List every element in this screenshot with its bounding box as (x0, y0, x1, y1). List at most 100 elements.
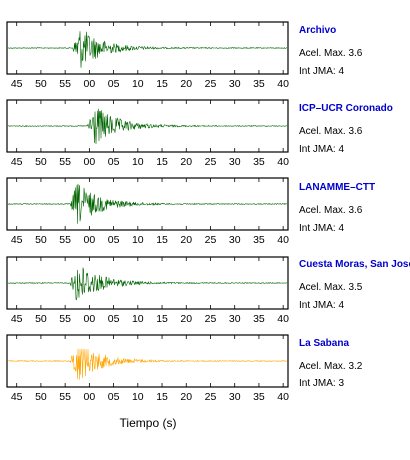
acel-prefix: Acel. Max. (299, 205, 346, 216)
x-tick-label: 40 (277, 234, 289, 246)
x-tick-label: 10 (132, 234, 144, 246)
int-jma-cuesta-moras: Int JMA: 4 (299, 300, 344, 311)
x-tick-label: 45 (11, 313, 23, 325)
acel-value: 3.6 (348, 126, 363, 137)
x-tick-label: 05 (108, 313, 120, 325)
x-tick-label: 30 (229, 234, 241, 246)
int-jma-coronado: Int JMA: 4 (299, 144, 344, 155)
acel-prefix: Acel. Max. (299, 361, 346, 372)
waveform-trace (7, 183, 288, 224)
x-tick-label: 50 (35, 234, 47, 246)
acel-prefix: Acel. Max. (299, 126, 346, 137)
x-tick-label: 50 (35, 313, 47, 325)
x-tick-label: 15 (156, 313, 168, 325)
x-tick-label: 50 (35, 156, 47, 168)
x-tick-label: 00 (84, 313, 96, 325)
x-tick-label: 05 (108, 391, 120, 403)
x-tick-label: 15 (156, 156, 168, 168)
x-tick-label: 15 (156, 234, 168, 246)
x-tick-label: 35 (253, 313, 265, 325)
x-tick-label: 25 (205, 156, 217, 168)
acel-max-coronado: Acel. Max. 3.6 (299, 126, 362, 137)
waveform-trace (7, 267, 288, 301)
acel-max-cuesta-moras: Acel. Max. 3.5 (299, 282, 362, 293)
x-tick-label: 35 (253, 156, 265, 168)
station-label-coronado: ICP–UCR Coronado (299, 103, 393, 114)
x-tick-label: 35 (253, 391, 265, 403)
x-tick-label: 30 (229, 391, 241, 403)
station-label-la-sabana: La Sabana (299, 338, 350, 349)
int-value: 4 (338, 300, 345, 311)
x-tick-label: 55 (59, 156, 71, 168)
acel-max-archivo: Acel. Max. 3.6 (299, 48, 362, 59)
x-tick-label: 25 (205, 391, 217, 403)
x-tick-label: 20 (180, 391, 192, 403)
acel-prefix: Acel. Max. (299, 48, 346, 59)
x-tick-label: 00 (84, 78, 96, 90)
x-tick-label: 00 (84, 234, 96, 246)
x-tick-label: 00 (84, 391, 96, 403)
x-tick-label: 05 (108, 234, 120, 246)
plot-frame (6, 99, 289, 153)
int-prefix: Int JMA: (299, 378, 336, 389)
panel: 45 50 55 00 05 10 15 20 25 30 35 40 (6, 334, 289, 403)
x-tick-label: 50 (35, 78, 47, 90)
x-tick-label: 00 (84, 156, 96, 168)
x-tick-label: 30 (229, 78, 241, 90)
x-tick-label: 30 (229, 156, 241, 168)
panel: 45 50 55 00 05 10 15 20 25 30 35 40 (6, 99, 289, 168)
int-prefix: Int JMA: (299, 223, 336, 234)
x-tick-label: 15 (156, 78, 168, 90)
x-tick-label: 45 (11, 78, 23, 90)
station-label-lanamme: LANAMME–CTT (299, 182, 376, 193)
x-tick-label: 30 (229, 313, 241, 325)
panel: 45 50 55 00 05 10 15 20 25 30 35 40 (6, 177, 289, 246)
x-tick-label: 55 (59, 78, 71, 90)
int-value: 4 (338, 223, 345, 234)
station-label-cuesta-moras: Cuesta Moras, San Jose (299, 259, 410, 270)
x-tick-label: 40 (277, 78, 289, 90)
x-tick-label: 40 (277, 313, 289, 325)
x-tick-label: 20 (180, 234, 192, 246)
x-tick-label: 20 (180, 156, 192, 168)
panel: 45 50 55 00 05 10 15 20 25 30 35 40 (6, 256, 289, 325)
x-tick-label: 10 (132, 391, 144, 403)
x-tick-label: 20 (180, 313, 192, 325)
acel-value: 3.2 (348, 361, 363, 372)
int-jma-la-sabana: Int JMA: 3 (299, 378, 344, 389)
panel: 45 50 55 00 05 10 15 20 25 30 35 40 (6, 21, 289, 90)
x-tick-label: 35 (253, 234, 265, 246)
int-jma-lanamme: Int JMA: 4 (299, 223, 344, 234)
x-tick-label: 40 (277, 156, 289, 168)
x-tick-label: 45 (11, 156, 23, 168)
plot-frame (6, 177, 289, 231)
plot-frame (6, 256, 289, 310)
int-value: 4 (338, 144, 345, 155)
x-tick-label: 40 (277, 391, 289, 403)
x-tick-label: 15 (156, 391, 168, 403)
int-prefix: Int JMA: (299, 144, 336, 155)
acel-prefix: Acel. Max. (299, 282, 346, 293)
int-value: 4 (338, 66, 345, 77)
x-tick-label: 25 (205, 313, 217, 325)
acel-max-lanamme: Acel. Max. 3.6 (299, 205, 362, 216)
x-tick-label: 10 (132, 156, 144, 168)
x-tick-label: 45 (11, 391, 23, 403)
plot-frame (6, 334, 289, 388)
x-tick-label: 25 (205, 78, 217, 90)
waveform-trace (7, 108, 288, 145)
plot-frame (6, 21, 289, 75)
x-tick-label: 20 (180, 78, 192, 90)
station-label-archivo: Archivo (299, 25, 337, 36)
int-value: 3 (338, 378, 345, 389)
x-tick-label: 35 (253, 78, 265, 90)
int-prefix: Int JMA: (299, 66, 336, 77)
x-tick-label: 10 (132, 313, 144, 325)
x-tick-label: 50 (35, 391, 47, 403)
x-tick-label: 45 (11, 234, 23, 246)
x-tick-label: 55 (59, 313, 71, 325)
x-tick-label: 55 (59, 234, 71, 246)
acel-value: 3.6 (348, 205, 363, 216)
waveform-trace (7, 31, 288, 68)
